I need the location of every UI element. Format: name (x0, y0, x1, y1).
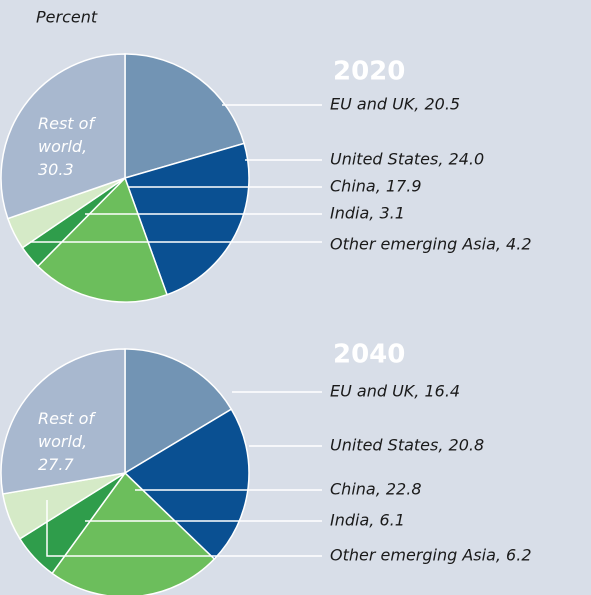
subtitle: Percent (36, 8, 98, 27)
slice-label: Rest of world, 30.3 (38, 114, 99, 179)
pie-slice (124, 142, 250, 296)
leader-line (46, 500, 322, 557)
slice-label: EU and UK, 20.5 (330, 95, 460, 114)
label-line: 27.7 (38, 455, 74, 474)
slice-label: Rest of world, 27.7 (38, 409, 99, 474)
label-line: Rest of (38, 114, 99, 133)
slice-label: India, 6.1 (330, 511, 405, 530)
chart-title: 2040 (333, 340, 405, 370)
slice-label: India, 3.1 (330, 204, 405, 223)
slice-label: United States, 24.0 (330, 150, 484, 169)
pie-slice (124, 53, 246, 179)
label-line: Rest of (38, 409, 99, 428)
pie-slice (51, 471, 216, 595)
label-line: 30.3 (38, 160, 74, 179)
slice-label: United States, 20.8 (330, 436, 484, 455)
label-line: world, (38, 432, 92, 451)
chart-title: 2020 (333, 57, 405, 87)
pie-slice (36, 176, 168, 303)
slice-label: Other emerging Asia, 4.2 (330, 235, 532, 254)
slice-label: China, 17.9 (330, 177, 422, 196)
pie-slice (124, 348, 233, 475)
slice-label: Other emerging Asia, 6.2 (330, 546, 532, 565)
slice-label: China, 22.8 (330, 480, 422, 499)
pie-slice (0, 348, 126, 495)
slice-label: EU and UK, 16.4 (330, 382, 460, 401)
label-line: world, (38, 137, 92, 156)
pie-slice (0, 53, 126, 220)
